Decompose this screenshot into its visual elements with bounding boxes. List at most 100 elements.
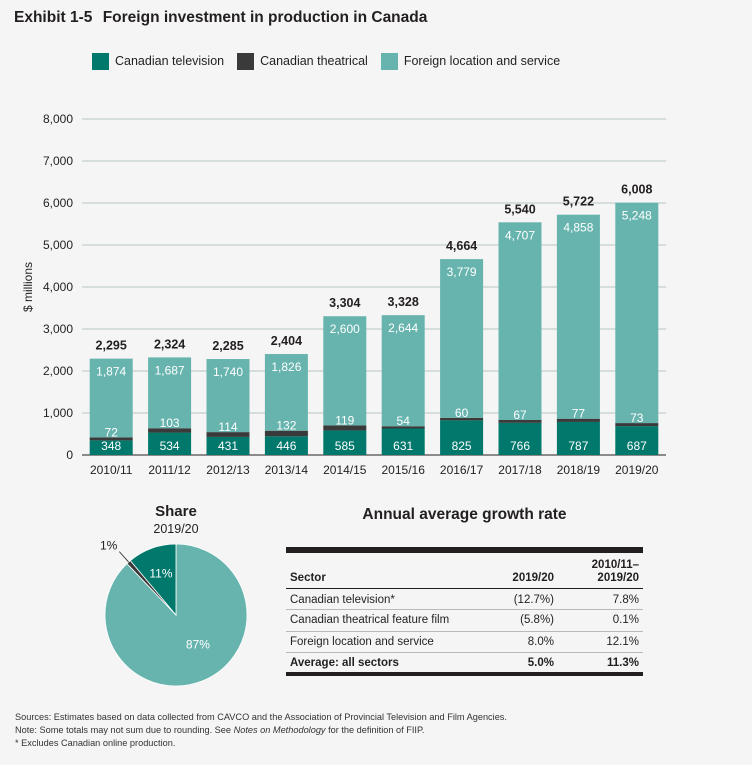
bar-segment-foreign-location [381, 315, 425, 427]
data-label-foreign-location: 3,779 [447, 265, 477, 279]
data-label-foreign-location: 4,858 [563, 221, 593, 235]
data-label-foreign-location: 4,707 [505, 228, 535, 242]
table-header-row: Sector 2019/20 2010/11– 2019/20 [286, 547, 643, 589]
data-label-foreign-location: 1,687 [155, 363, 185, 377]
sources-note: Sources: Estimates based on data collect… [15, 712, 507, 722]
header-span-line: 2010/11– [591, 558, 639, 571]
bar-segment-foreign-location [556, 214, 600, 419]
bar-segment-canadian-television [615, 426, 659, 455]
bar-segment-canadian-television [381, 428, 425, 455]
pie-label-canadian-theatrical: 1% [100, 539, 118, 553]
bar-segment-canadian-theatrical [148, 428, 192, 433]
bar-segment-foreign-location [440, 259, 484, 418]
data-label-canadian-television: 348 [101, 439, 121, 453]
row-sector: Canadian theatrical feature film [286, 609, 466, 632]
table-row: Canadian television* (12.7%) 7.8% [286, 588, 643, 610]
x-tick-label: 2010/11 [90, 463, 133, 477]
legend-swatch-canadian-theatrical [237, 52, 255, 70]
bar-segment-canadian-television [206, 436, 250, 455]
row-2019-20-value: (12.7%) [466, 588, 558, 610]
row-span-value: 12.1% [558, 631, 643, 653]
bar-segment-canadian-theatrical [381, 426, 425, 429]
x-tick-label: 2015/16 [382, 463, 426, 477]
data-label-canadian-theatrical: 67 [513, 408, 527, 422]
bar-segment-canadian-theatrical [264, 430, 308, 437]
y-tick-label: 5,000 [43, 238, 73, 252]
bar-segment-foreign-location [148, 357, 192, 429]
stacked-bar-chart: 0 1,000 2,000 3,000 4,000 5,000 6,000 7,000 8,00… [21, 112, 666, 477]
x-tick-label: 2014/15 [323, 463, 367, 477]
total-label: 2,404 [271, 334, 302, 348]
bar-segment-canadian-television [498, 422, 542, 455]
data-label-canadian-television: 787 [568, 439, 588, 453]
total-label: 3,304 [329, 296, 360, 310]
data-label-canadian-theatrical: 54 [397, 414, 411, 428]
y-tick-label: 7,000 [43, 154, 73, 168]
table-total-row: Average: all sectors 5.0% 11.3% [286, 652, 643, 676]
note-methodology-link-text: Notes on Methodology [233, 725, 326, 735]
data-label-canadian-television: 687 [627, 439, 647, 453]
data-label-canadian-television: 431 [218, 439, 238, 453]
total-span-value: 11.3% [558, 652, 643, 676]
total-label: 2,324 [154, 337, 185, 351]
exhibit-heading: Foreign investment in production in Cana… [102, 9, 428, 26]
bar-segment-canadian-television [556, 421, 600, 455]
x-tick-label: 2012/13 [206, 463, 250, 477]
data-label-canadian-television: 631 [393, 439, 413, 453]
data-label-canadian-theatrical: 72 [105, 425, 119, 439]
total-label: 5,540 [504, 202, 535, 216]
legend-label: Foreign location and service [403, 54, 561, 68]
exhibit-number: Exhibit 1-5 [14, 9, 93, 26]
data-label-foreign-location: 1,874 [96, 365, 126, 379]
bar-segment-canadian-television [323, 430, 367, 455]
data-label-foreign-location: 5,248 [622, 209, 652, 223]
total-label: 4,664 [446, 239, 477, 253]
row-sector: Foreign location and service [286, 631, 466, 653]
x-tick-label: 2019/20 [615, 463, 659, 477]
data-label-canadian-theatrical: 73 [630, 411, 644, 425]
note-suffix: for the definition of FIIP. [325, 725, 425, 735]
data-label-foreign-location: 2,600 [330, 322, 360, 336]
pie-leader-line [119, 551, 129, 563]
x-tick-label: 2013/14 [265, 463, 309, 477]
total-label: 5,722 [563, 195, 594, 209]
methodology-note: Note: Some totals may not sum due to rou… [15, 724, 507, 737]
total-label: 2,285 [212, 339, 243, 353]
y-tick-label: 6,000 [43, 196, 73, 210]
bar-segment-canadian-television [440, 420, 484, 455]
bar-segment-canadian-television [264, 436, 308, 455]
data-label-canadian-television: 825 [452, 439, 472, 453]
bar-segment-foreign-location [498, 222, 542, 421]
data-label-canadian-television: 534 [160, 439, 180, 453]
pie-subtitle: 2019/20 [153, 522, 199, 536]
x-tick-label: 2016/17 [440, 463, 484, 477]
bar-segment-canadian-theatrical [323, 425, 367, 431]
table-row: Foreign location and service 8.0% 12.1% [286, 631, 643, 653]
growth-table-title: Annual average growth rate [362, 506, 567, 523]
total-label: 2,295 [96, 339, 127, 353]
header-2019-20: 2019/20 [466, 547, 558, 589]
data-label-canadian-theatrical: 103 [160, 416, 180, 430]
bar-segment-foreign-location [206, 359, 250, 433]
data-label-canadian-television: 585 [335, 439, 355, 453]
bar-segment-canadian-theatrical [498, 420, 542, 423]
growth-rate-table: Sector 2019/20 2010/11– 2019/20 Canadian … [286, 547, 643, 676]
y-tick-label: 1,000 [43, 406, 73, 420]
total-sector: Average: all sectors [286, 652, 466, 676]
y-tick-label: 8,000 [43, 112, 73, 126]
bar-segment-canadian-television [89, 440, 133, 455]
row-span-value: 7.8% [558, 588, 643, 610]
y-tick-label: 0 [66, 448, 73, 462]
row-2019-20-value: (5.8%) [466, 609, 558, 632]
y-tick-label: 4,000 [43, 280, 73, 294]
data-label-canadian-theatrical: 77 [572, 407, 586, 421]
data-label-foreign-location: 1,740 [213, 365, 243, 379]
bar-segment-canadian-theatrical [89, 437, 133, 441]
header-span-line: 2019/20 [597, 571, 639, 584]
bar-segment-canadian-theatrical [440, 417, 484, 421]
data-label-canadian-theatrical: 132 [276, 419, 296, 433]
y-tick-label: 3,000 [43, 322, 73, 336]
row-2019-20-value: 8.0% [466, 631, 558, 653]
y-axis-title: $ millions [21, 262, 35, 312]
asterisk-note: * Excludes Canadian online production. [15, 738, 176, 748]
